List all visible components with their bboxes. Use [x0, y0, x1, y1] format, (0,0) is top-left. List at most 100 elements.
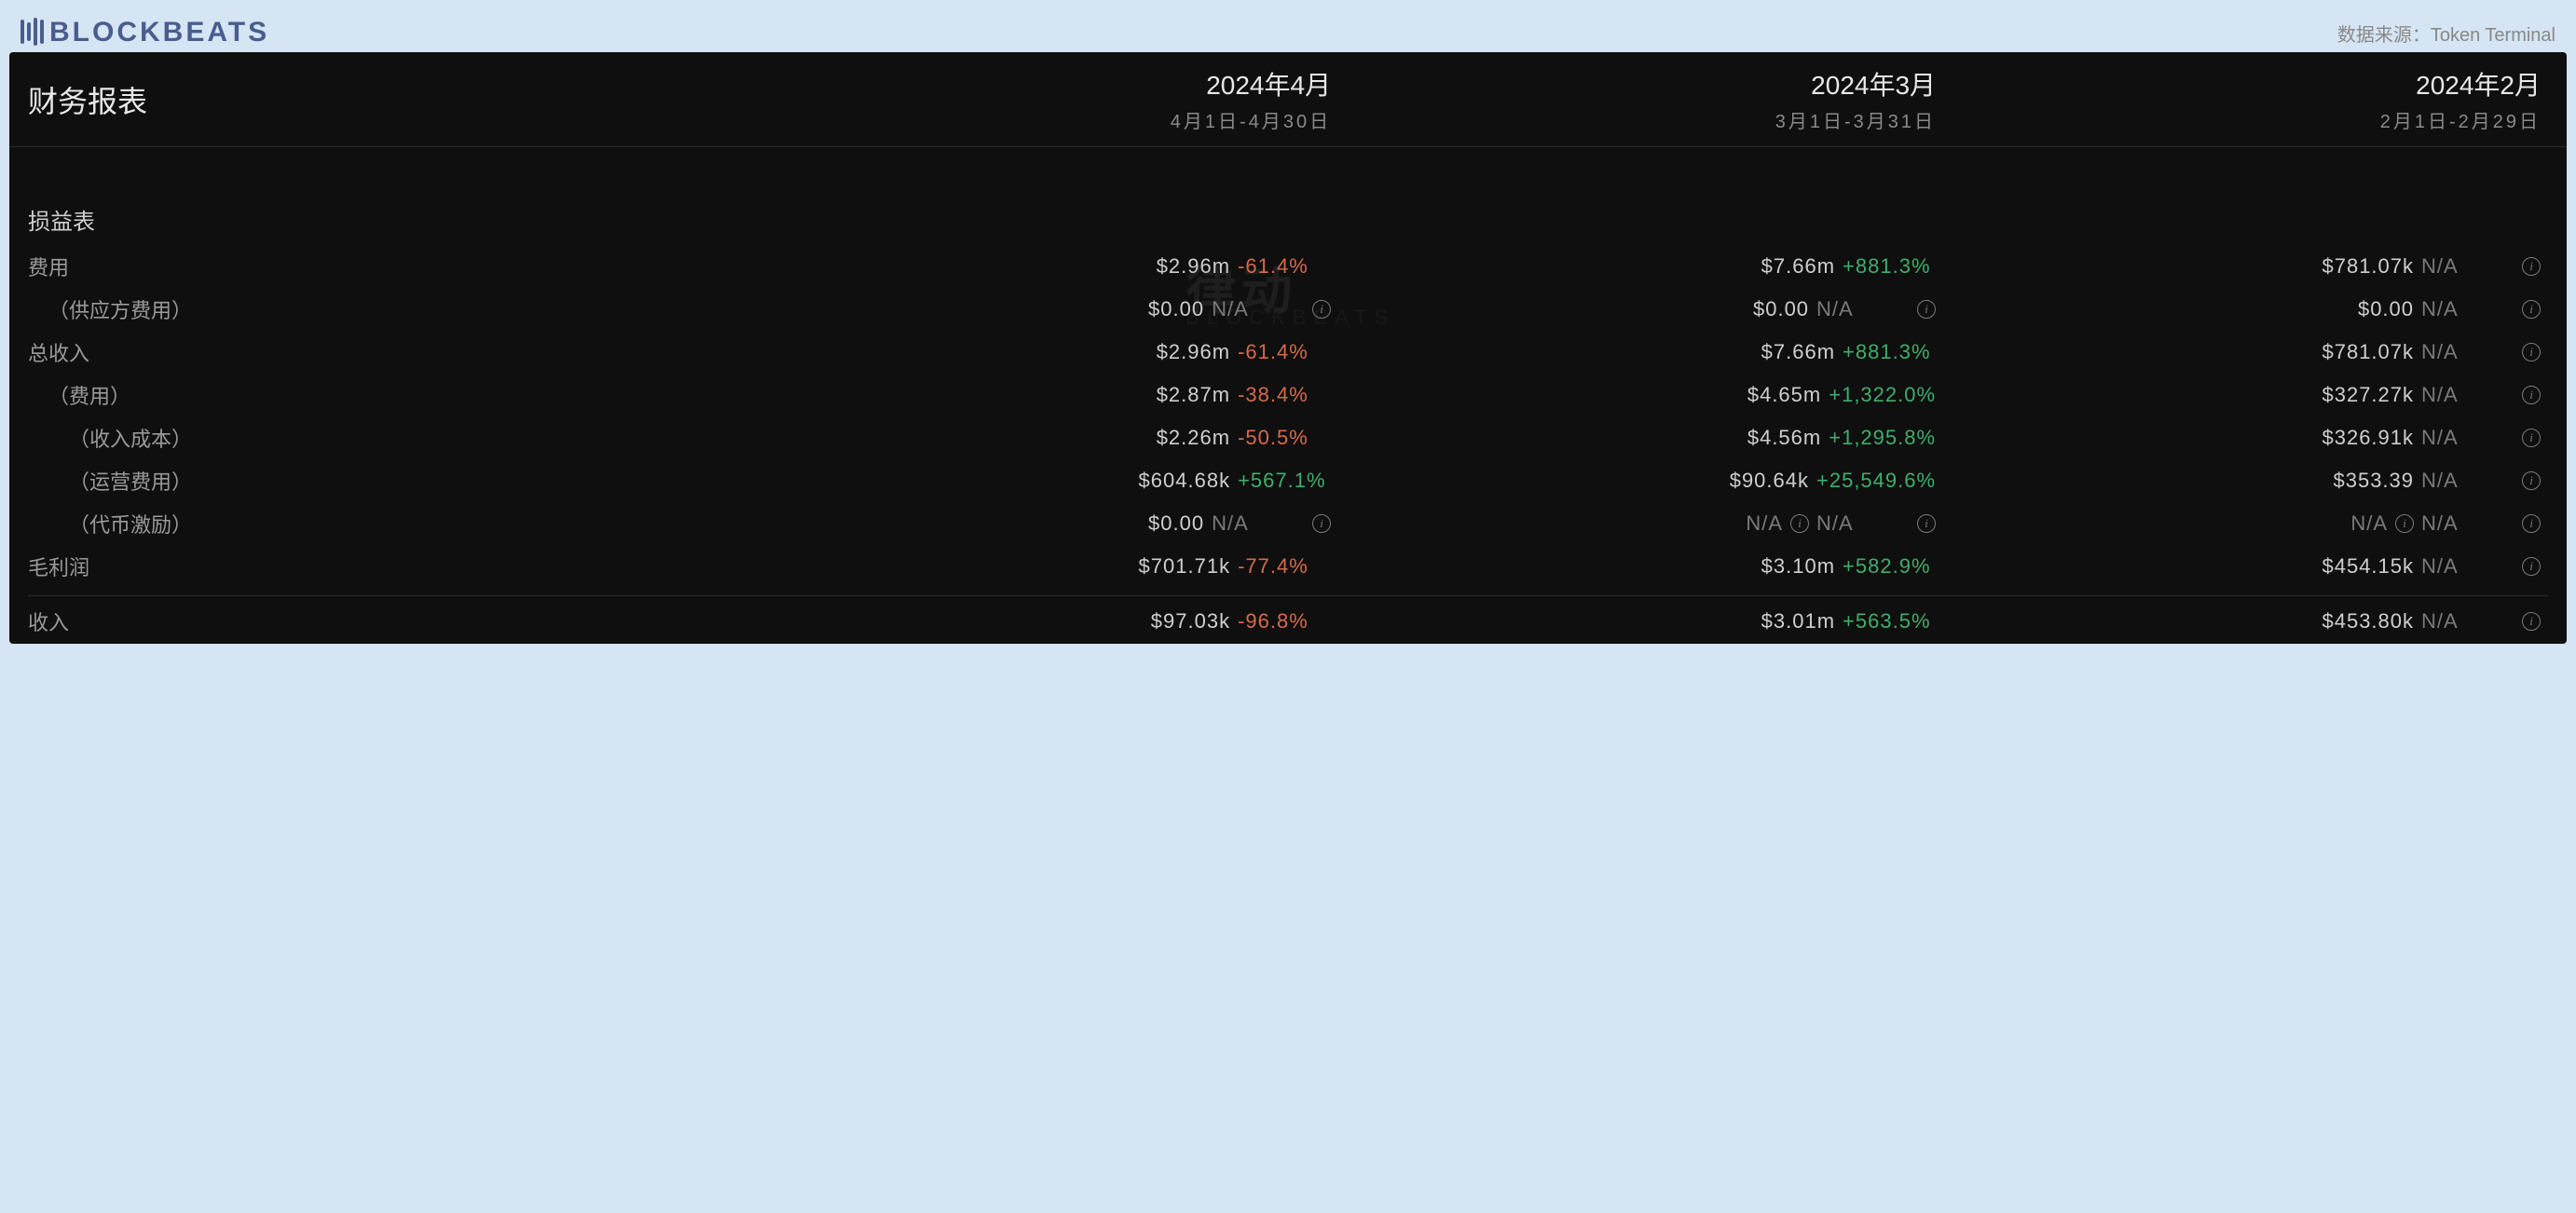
- data-cell: $781.07kN/Ai: [1943, 254, 2548, 279]
- cell-value: N/A: [2350, 511, 2388, 536]
- cell-percent: N/A: [2421, 554, 2514, 579]
- row-label: （代币激励）: [28, 509, 733, 538]
- table-body: 律动 BLOCKBEATS 损益表 费用$2.96m-61.4%$7.66m+8…: [9, 147, 2567, 644]
- data-cell: $604.68k+567.1%: [733, 469, 1338, 493]
- column-header: 2024年2月 2月1日-2月29日: [1943, 65, 2548, 133]
- data-source-label: 数据来源：Token Terminal: [2337, 20, 2555, 47]
- info-icon[interactable]: i: [2522, 257, 2541, 276]
- cell-percent: N/A: [1816, 511, 1910, 536]
- info-icon[interactable]: i: [1917, 514, 1936, 533]
- cell-percent: N/A: [1212, 297, 1305, 321]
- table-title: 财务报表: [28, 65, 733, 133]
- row-label: （运营费用）: [28, 466, 733, 496]
- info-icon[interactable]: i: [2522, 386, 2541, 404]
- info-icon[interactable]: i: [2522, 343, 2541, 361]
- cell-percent: N/A: [2421, 469, 2514, 493]
- cell-value: $4.65m: [1747, 383, 1821, 407]
- cell-percent: +25,549.6%: [1816, 469, 1936, 493]
- cell-value: $0.00: [2358, 297, 2414, 321]
- cell-value: $0.00: [1753, 297, 1809, 321]
- column-title: 2024年3月: [1338, 65, 1936, 102]
- row-label: （供应方费用）: [28, 294, 733, 324]
- logo-bars-icon: [21, 20, 44, 46]
- cell-value: $454.15k: [2322, 554, 2414, 579]
- table-row: （收入成本）$2.26m-50.5%$4.56m+1,295.8%$326.91…: [28, 416, 2548, 459]
- info-icon[interactable]: i: [2522, 557, 2541, 576]
- data-cell: $0.00N/Ai: [733, 511, 1338, 536]
- column-subtitle: 2月1日-2月29日: [1943, 106, 2541, 133]
- blockbeats-logo: BLOCKBEATS: [21, 17, 269, 48]
- cell-value: $3.10m: [1761, 554, 1835, 579]
- cell-percent: +881.3%: [1843, 340, 1936, 364]
- cell-value: $2.96m: [1157, 340, 1230, 364]
- data-cell: $3.01m+563.5%: [1338, 609, 1943, 634]
- cell-value: $3.01m: [1761, 609, 1835, 634]
- info-icon[interactable]: i: [2522, 612, 2541, 631]
- cell-percent: +881.3%: [1843, 254, 1936, 279]
- data-cell: $353.39 N/A i: [1943, 469, 2548, 493]
- data-cell: $327.27k N/A i: [1943, 383, 2548, 407]
- info-icon[interactable]: i: [1917, 300, 1936, 319]
- cell-percent: N/A: [1816, 297, 1910, 321]
- cell-percent: N/A: [2421, 609, 2514, 634]
- data-cell: $2.96m -61.4%: [733, 340, 1338, 364]
- data-cell: $454.15k N/A i: [1943, 554, 2548, 579]
- info-icon[interactable]: i: [1312, 514, 1331, 533]
- info-icon[interactable]: i: [1312, 300, 1331, 319]
- cell-value: $2.96m: [1157, 254, 1230, 279]
- data-cell: N/AiN/Ai: [1943, 511, 2548, 536]
- data-cell: $701.71k-77.4%: [733, 554, 1338, 579]
- row-label: 费用: [28, 252, 733, 281]
- cell-percent: -61.4%: [1238, 340, 1331, 364]
- logo-text: BLOCKBEATS: [49, 17, 269, 48]
- table-row: （代币激励）$0.00N/AiN/AiN/AiN/AiN/Ai: [28, 502, 2548, 545]
- cell-percent: N/A: [2421, 297, 2514, 321]
- data-cell: $2.96m -61.4%: [733, 254, 1338, 279]
- cell-value: $4.56m: [1747, 426, 1821, 450]
- data-cell: $326.91k N/A i: [1943, 426, 2548, 450]
- data-cell: $4.56m+1,295.8%: [1338, 426, 1943, 450]
- info-icon[interactable]: i: [2522, 514, 2541, 533]
- cell-value: $7.66m: [1761, 340, 1835, 364]
- row-label: （收入成本）: [28, 423, 733, 453]
- column-subtitle: 3月1日-3月31日: [1338, 106, 1936, 133]
- data-cell: $0.00 N/A i: [1943, 297, 2548, 321]
- section-title: 损益表: [28, 166, 2548, 245]
- cell-percent: N/A: [2421, 426, 2514, 450]
- data-cell: $0.00 N/A i: [1338, 297, 1943, 321]
- table-row: 费用$2.96m-61.4%$7.66m+881.3%$781.07kN/Ai: [28, 245, 2548, 288]
- column-title: 2024年2月: [1943, 65, 2541, 102]
- info-icon[interactable]: i: [2395, 514, 2414, 533]
- data-cell: N/AiN/Ai: [1338, 511, 1943, 536]
- table-row: 毛利润$701.71k-77.4% $3.10m +582.9% $454.15k N/…: [28, 545, 2548, 588]
- info-icon[interactable]: i: [2522, 429, 2541, 447]
- cell-percent: -50.5%: [1238, 426, 1331, 450]
- data-cell: $781.07kN/Ai: [1943, 340, 2548, 364]
- cell-value: $604.68k: [1139, 469, 1231, 493]
- row-label: 收入: [28, 606, 733, 636]
- table-row: （运营费用）$604.68k+567.1% $90.64k +25,549.6% $3…: [28, 459, 2548, 502]
- cell-percent: N/A: [2421, 254, 2514, 279]
- cell-value: $2.87m: [1157, 383, 1230, 407]
- cell-value: $90.64k: [1730, 469, 1809, 493]
- cell-value: $2.26m: [1157, 426, 1230, 450]
- cell-value: $327.27k: [2322, 383, 2414, 407]
- cell-value: $326.91k: [2322, 426, 2414, 450]
- table-row: （费用）$2.87m-38.4%$4.65m+1,322.0%$327.27kN…: [28, 374, 2548, 416]
- table-row: 总收入$2.96m-61.4%$7.66m+881.3%$781.07kN/Ai: [28, 331, 2548, 374]
- info-icon[interactable]: i: [2522, 300, 2541, 319]
- data-cell: $2.87m-38.4%: [733, 383, 1338, 407]
- data-cell: $2.26m -50.5%: [733, 426, 1338, 450]
- info-icon[interactable]: i: [1790, 514, 1809, 533]
- row-label: 毛利润: [28, 552, 733, 581]
- cell-value: $353.39: [2333, 469, 2414, 493]
- table-row: （供应方费用）$0.00N/Ai$0.00N/Ai$0.00N/Ai: [28, 288, 2548, 331]
- cell-percent: -61.4%: [1238, 254, 1331, 279]
- financial-table: 财务报表 2024年4月4月1日-4月30日2024年3月3月1日-3月31日2…: [9, 52, 2567, 644]
- data-cell: $7.66m+881.3%: [1338, 254, 1943, 279]
- cell-percent: N/A: [2421, 340, 2514, 364]
- cell-percent: N/A: [2421, 383, 2514, 407]
- cell-percent: +582.9%: [1843, 554, 1936, 579]
- table-header-row: 财务报表 2024年4月4月1日-4月30日2024年3月3月1日-3月31日2…: [9, 52, 2567, 147]
- info-icon[interactable]: i: [2522, 471, 2541, 490]
